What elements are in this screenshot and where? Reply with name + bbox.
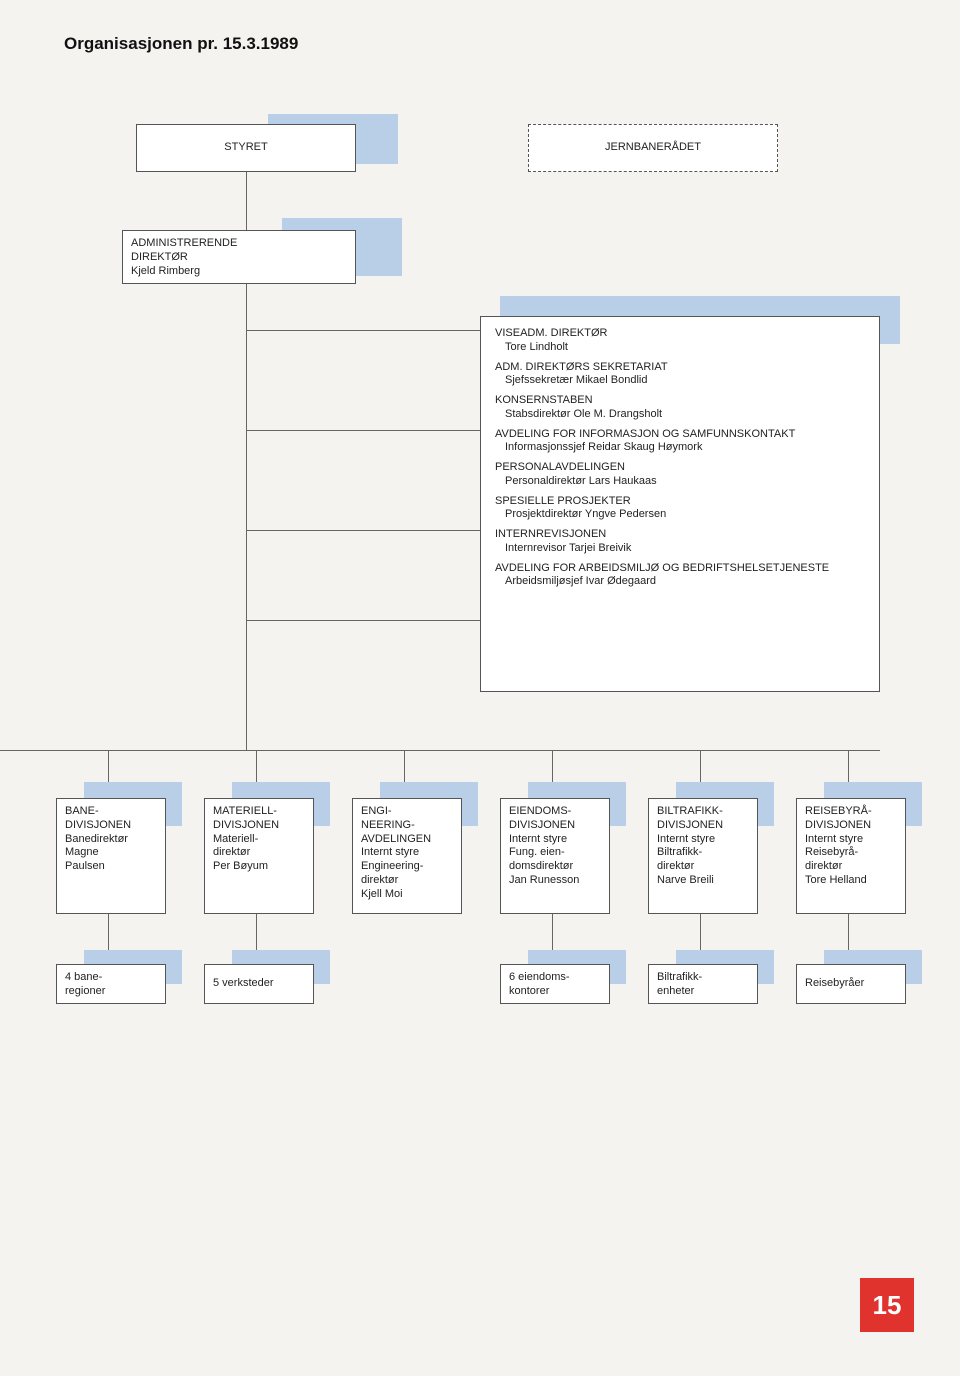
d4l2: DIVISJONEN bbox=[657, 819, 749, 833]
su1l1: 5 verksteder bbox=[213, 977, 274, 991]
d5l4: Reisebyrå- bbox=[805, 846, 897, 860]
d0l1: BANE- bbox=[65, 805, 157, 819]
info-s5h: PERSONALAVDELINGEN bbox=[495, 461, 865, 475]
styret-label: STYRET bbox=[224, 141, 267, 155]
info-s4h: AVDELING FOR INFORMASJON OG SAMFUNNSKONT… bbox=[495, 428, 865, 442]
line-branch-info-2 bbox=[246, 430, 480, 431]
su2l2: kontorer bbox=[509, 985, 601, 999]
division-box-4: BILTRAFIKK- DIVISJONEN Internt styre Bil… bbox=[648, 798, 758, 914]
line-admdir-down bbox=[246, 284, 247, 750]
admdir-l3: Kjeld Rimberg bbox=[131, 265, 347, 279]
d2l4: Internt styre bbox=[361, 846, 453, 860]
subunit-box-4: Reisebyråer bbox=[796, 964, 906, 1004]
d1l2: DIVISJONEN bbox=[213, 819, 305, 833]
d2l1: ENGI- bbox=[361, 805, 453, 819]
d5l6: Tore Helland bbox=[805, 874, 897, 888]
d2l6: direktør bbox=[361, 874, 453, 888]
info-s6s: Prosjektdirektør Yngve Pedersen bbox=[495, 508, 865, 522]
d0l3: Banedirektør bbox=[65, 833, 157, 847]
division-box-3: EIENDOMS- DIVISJONEN Internt styre Fung.… bbox=[500, 798, 610, 914]
d2l7: Kjell Moi bbox=[361, 888, 453, 902]
su2l1: 6 eiendoms- bbox=[509, 971, 601, 985]
info-s8h: AVDELING FOR ARBEIDSMILJØ OG BEDRIFTSHEL… bbox=[495, 562, 865, 576]
d1l4: direktør bbox=[213, 846, 305, 860]
info-s8s: Arbeidsmiljøsjef Ivar Ødegaard bbox=[495, 575, 865, 589]
d0l5: Paulsen bbox=[65, 860, 157, 874]
line-division-bus bbox=[0, 750, 880, 751]
line-branch-info-4 bbox=[246, 620, 480, 621]
d5l2: DIVISJONEN bbox=[805, 819, 897, 833]
d1l5: Per Bøyum bbox=[213, 860, 305, 874]
subunit-box-1: 5 verksteder bbox=[204, 964, 314, 1004]
page-title: Organisasjonen pr. 15.3.1989 bbox=[64, 34, 298, 54]
jernbaneradet-label: JERNBANERÅDET bbox=[605, 141, 701, 155]
d5l5: direktør bbox=[805, 860, 897, 874]
d0l2: DIVISJONEN bbox=[65, 819, 157, 833]
info-s3s: Stabsdirektør Ole M. Drangsholt bbox=[495, 408, 865, 422]
d3l2: DIVISJONEN bbox=[509, 819, 601, 833]
admdir-l2: DIREKTØR bbox=[131, 251, 347, 265]
d2l5: Engineering- bbox=[361, 860, 453, 874]
d3l1: EIENDOMS- bbox=[509, 805, 601, 819]
d0l4: Magne bbox=[65, 846, 157, 860]
d4l4: Biltrafikk- bbox=[657, 846, 749, 860]
subunit-box-0: 4 bane- regioner bbox=[56, 964, 166, 1004]
su4l1: Reisebyråer bbox=[805, 977, 864, 991]
d2l3: AVDELINGEN bbox=[361, 833, 453, 847]
line-styret-admdir bbox=[246, 172, 247, 230]
d3l6: Jan Runesson bbox=[509, 874, 601, 888]
d4l3: Internt styre bbox=[657, 833, 749, 847]
info-s7s: Internrevisor Tarjei Breivik bbox=[495, 542, 865, 556]
styret-box: STYRET bbox=[136, 124, 356, 172]
d3l3: Internt styre bbox=[509, 833, 601, 847]
d4l5: direktør bbox=[657, 860, 749, 874]
info-s1h: VISEADM. DIREKTØR bbox=[495, 327, 865, 341]
division-box-2: ENGI- NEERING- AVDELINGEN Internt styre … bbox=[352, 798, 462, 914]
info-box: VISEADM. DIREKTØRTore Lindholt ADM. DIRE… bbox=[480, 316, 880, 692]
subunit-box-3: Biltrafikk- enheter bbox=[648, 964, 758, 1004]
info-s5s: Personaldirektør Lars Haukaas bbox=[495, 475, 865, 489]
division-box-0: BANE- DIVISJONEN Banedirektør Magne Paul… bbox=[56, 798, 166, 914]
d4l6: Narve Breili bbox=[657, 874, 749, 888]
division-box-5: REISEBYRÅ- DIVISJONEN Internt styre Reis… bbox=[796, 798, 906, 914]
jernbaneradet-box: JERNBANERÅDET bbox=[528, 124, 778, 172]
division-box-1: MATERIELL- DIVISJONEN Materiell- direktø… bbox=[204, 798, 314, 914]
info-s3h: KONSERNSTABEN bbox=[495, 394, 865, 408]
su0l1: 4 bane- bbox=[65, 971, 157, 985]
line-branch-info-3 bbox=[246, 530, 480, 531]
d3l5: domsdirektør bbox=[509, 860, 601, 874]
subunit-box-2: 6 eiendoms- kontorer bbox=[500, 964, 610, 1004]
admdir-box: ADMINISTRERENDE DIREKTØR Kjeld Rimberg bbox=[122, 230, 356, 284]
d5l3: Internt styre bbox=[805, 833, 897, 847]
su3l1: Biltrafikk- bbox=[657, 971, 749, 985]
info-s7h: INTERNREVISJONEN bbox=[495, 528, 865, 542]
d2l2: NEERING- bbox=[361, 819, 453, 833]
page-number: 15 bbox=[860, 1278, 914, 1332]
info-s4s: Informasjonssjef Reidar Skaug Høymork bbox=[495, 441, 865, 455]
d3l4: Fung. eien- bbox=[509, 846, 601, 860]
info-s1s: Tore Lindholt bbox=[495, 341, 865, 355]
info-s2s: Sjefssekretær Mikael Bondlid bbox=[495, 374, 865, 388]
page-number-value: 15 bbox=[873, 1290, 902, 1321]
info-s2h: ADM. DIREKTØRS SEKRETARIAT bbox=[495, 361, 865, 375]
line-branch-info-1 bbox=[246, 330, 480, 331]
d1l3: Materiell- bbox=[213, 833, 305, 847]
su3l2: enheter bbox=[657, 985, 749, 999]
d4l1: BILTRAFIKK- bbox=[657, 805, 749, 819]
d5l1: REISEBYRÅ- bbox=[805, 805, 897, 819]
info-s6h: SPESIELLE PROSJEKTER bbox=[495, 495, 865, 509]
admdir-l1: ADMINISTRERENDE bbox=[131, 237, 347, 251]
su0l2: regioner bbox=[65, 985, 157, 999]
d1l1: MATERIELL- bbox=[213, 805, 305, 819]
